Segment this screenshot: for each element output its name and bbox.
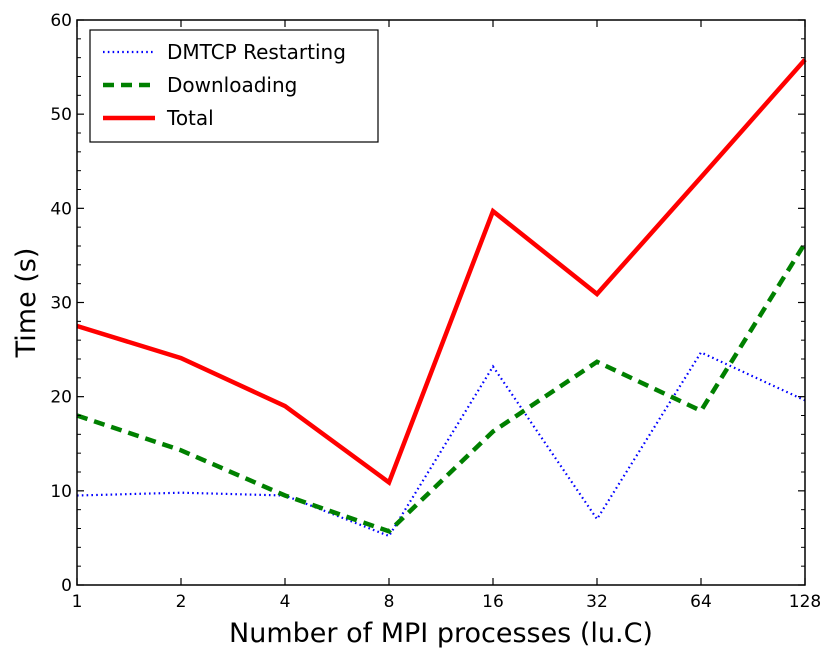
y-axis-label: Time (s) xyxy=(11,248,42,359)
x-axis-label: Number of MPI processes (lu.C) xyxy=(229,618,653,649)
x-tick-label: 4 xyxy=(280,592,291,612)
x-tick-label: 16 xyxy=(482,592,504,612)
x-tick-label: 1 xyxy=(72,592,83,612)
x-tick-label: 128 xyxy=(789,592,821,612)
legend-label-1: Downloading xyxy=(167,73,297,97)
x-tick-label: 32 xyxy=(586,592,608,612)
legend: DMTCP Restarting Downloading Total xyxy=(89,29,379,143)
legend-label-0: DMTCP Restarting xyxy=(167,40,346,64)
y-tick-label: 40 xyxy=(50,199,72,219)
y-tick-label: 50 xyxy=(50,105,72,125)
y-tick-label: 0 xyxy=(61,576,72,596)
y-tick-label: 10 xyxy=(50,482,72,502)
legend-box xyxy=(89,29,379,143)
series-line-0 xyxy=(76,350,806,538)
series-line-1 xyxy=(76,242,807,534)
series-line-2 xyxy=(76,58,807,486)
ticks-layer: 1 2 4 8 16 32 64 128 0 10 20 30 40 50 60 xyxy=(50,11,821,612)
x-tick-label: 64 xyxy=(690,592,712,612)
y-tick-label: 60 xyxy=(50,11,72,31)
y-tick-label: 20 xyxy=(50,388,72,408)
x-tick-label: 2 xyxy=(176,592,187,612)
x-tick-label: 8 xyxy=(384,592,395,612)
legend-label-2: Total xyxy=(166,106,214,130)
y-tick-label: 30 xyxy=(50,294,72,314)
series-layer xyxy=(76,58,807,538)
